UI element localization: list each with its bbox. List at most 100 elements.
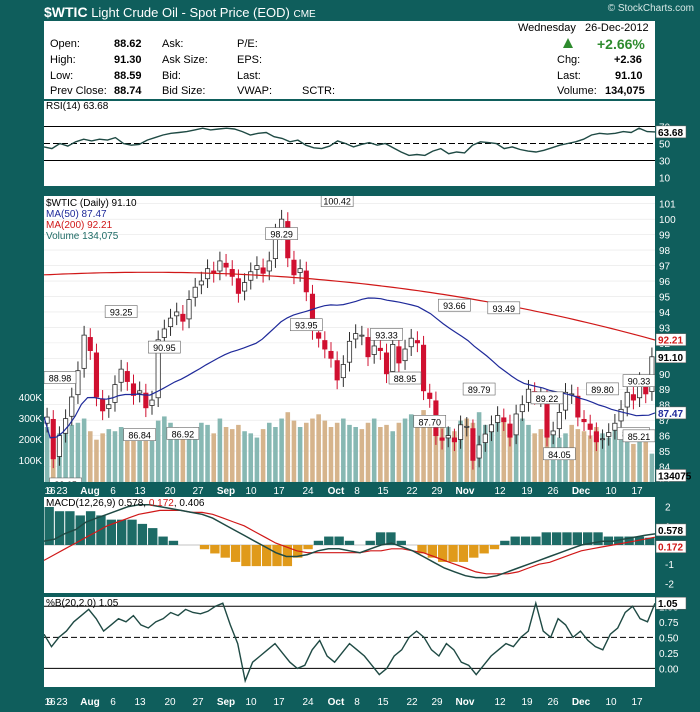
- candle-body: [451, 437, 457, 443]
- candle-body: [421, 344, 427, 392]
- rsi-tick: 10: [659, 174, 671, 185]
- exchange: CME: [293, 9, 316, 20]
- volume-series-label: Volume 134,075: [46, 231, 119, 242]
- candle-body: [396, 346, 402, 364]
- date-tick: 24: [302, 697, 314, 708]
- volume-bar: [174, 427, 179, 482]
- annotation-label: 93.33: [375, 330, 398, 340]
- annotation-label: 89.79: [468, 385, 491, 395]
- last-label-mid: Last:: [237, 70, 261, 82]
- prev-close-label: Prev Close:: [50, 85, 107, 97]
- volume-bar: [464, 418, 470, 482]
- annotation-label: 89.22: [536, 394, 559, 404]
- date-tick: 19: [521, 697, 533, 708]
- candle-body: [550, 430, 556, 436]
- volume-bar: [631, 443, 636, 482]
- annotation-box: [388, 371, 422, 385]
- date-tick: 13: [134, 697, 146, 708]
- volume-tick: 400K: [19, 393, 43, 404]
- open-value: 88.62: [114, 38, 142, 50]
- annotation-label: 93.66: [443, 301, 466, 311]
- pctb-panel: [43, 597, 656, 687]
- candle-body: [402, 348, 408, 362]
- date-tick: 12: [494, 486, 506, 497]
- date-tick: 17: [273, 697, 285, 708]
- annotation-box: [530, 391, 564, 405]
- candle-body: [476, 444, 482, 459]
- volume-bar: [192, 427, 198, 482]
- candle-body: [75, 370, 81, 396]
- volume-bar: [495, 418, 500, 482]
- candle-body: [359, 334, 365, 337]
- pctb-label: %B(20,2.0) 1.05: [46, 598, 119, 609]
- volume-bar: [532, 433, 537, 482]
- macd-hist-bar: [106, 519, 116, 545]
- date-tick: 26: [547, 486, 559, 497]
- candle-body: [124, 371, 130, 382]
- date-tick: Oct: [328, 486, 345, 497]
- macd-hist-bar: [282, 545, 293, 567]
- volume-bar: [88, 431, 93, 482]
- date-tick: 6: [110, 486, 116, 497]
- volume-tick: 100K: [19, 456, 43, 467]
- date-tick: 15: [377, 486, 389, 497]
- macd-tick: -2: [665, 579, 674, 590]
- volume-bar: [489, 429, 494, 482]
- volume-bar: [427, 416, 433, 482]
- candle-body: [599, 438, 606, 441]
- volume-bar: [624, 439, 630, 482]
- price-tick: 95: [659, 292, 671, 303]
- candle-body: [624, 391, 630, 408]
- annotation-label: 86.92: [172, 429, 195, 439]
- date-tick: 8: [354, 697, 360, 708]
- candle-body: [291, 259, 297, 276]
- candle-body: [137, 390, 143, 394]
- annotation-label: 90.33: [628, 377, 651, 387]
- macd-hist-bar: [334, 536, 344, 545]
- candle-body: [365, 337, 371, 358]
- macd-hist-bar: [396, 540, 406, 545]
- volume-bar: [587, 435, 593, 482]
- volume-bar: [180, 429, 186, 482]
- candle-body: [501, 417, 507, 423]
- annotation-box: [43, 371, 77, 384]
- price-panel: 88.9883.6593.2586.8490.9586.9298.2993.95…: [43, 194, 656, 491]
- macd-hist-bar: [572, 532, 583, 545]
- candle-body: [593, 431, 599, 443]
- macd-hist-bar: [624, 536, 634, 545]
- volume-bar: [273, 427, 278, 482]
- annotation-box: [438, 298, 471, 312]
- volume-bar: [347, 424, 352, 482]
- candle-body: [118, 368, 124, 383]
- macd-hist-bar: [551, 532, 562, 545]
- annotation-label: 84.05: [548, 450, 571, 460]
- annotation-label: 98.29: [270, 230, 293, 240]
- macd-panel: [43, 497, 656, 593]
- high-label: High:: [50, 54, 76, 66]
- date-tick: 27: [192, 697, 204, 708]
- annotation-label: 88.95: [394, 374, 417, 384]
- symbol: $WTIC: [44, 4, 88, 20]
- volume-bar: [242, 431, 247, 482]
- macd-hist-bar: [116, 519, 127, 545]
- macd-hist-bar: [438, 545, 448, 562]
- macd-label-c: , 0.406: [173, 498, 205, 509]
- volume-bar: [396, 422, 402, 482]
- volume-bar: [223, 427, 229, 482]
- volume-bar: [520, 418, 525, 482]
- volume-bar: [371, 418, 377, 482]
- ma200-tag-bg: [655, 333, 687, 346]
- candle-body: [408, 337, 414, 348]
- volume-bar: [304, 422, 309, 482]
- date-tick: 9: [47, 697, 53, 708]
- candle-body: [649, 356, 655, 392]
- date-tick: 29: [431, 486, 443, 497]
- date-tick: Sep: [217, 697, 235, 708]
- last-value: 91.10: [615, 70, 643, 82]
- macd-hist-bar: [448, 545, 458, 562]
- price-tick: 99: [659, 231, 671, 242]
- low-value: 88.59: [114, 70, 142, 82]
- macd-label: MACD(12,26,9) 0.578, 0.172, 0.406: [46, 498, 204, 509]
- volume-bar: [143, 439, 149, 482]
- candle-body: [229, 269, 235, 277]
